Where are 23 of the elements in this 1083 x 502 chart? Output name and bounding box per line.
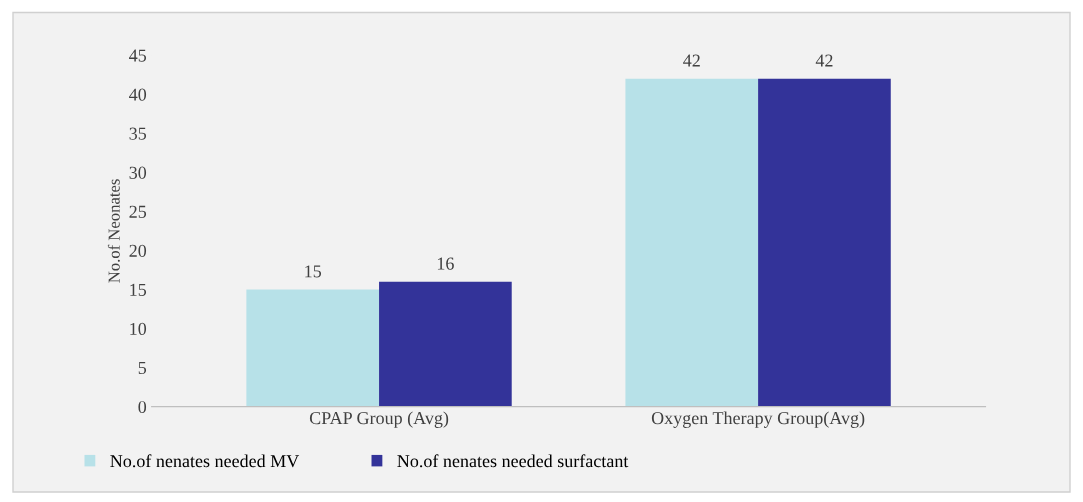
y-tick-label: 5 (138, 362, 147, 375)
bar (758, 78, 891, 407)
y-axis-title: No.of Neonates (107, 179, 120, 283)
y-tick-label: 40 (129, 88, 147, 101)
y-tick-label: 30 (129, 166, 147, 179)
bar (625, 78, 759, 407)
y-tick-label: 0 (138, 400, 147, 414)
data-label: 15 (305, 265, 322, 278)
x-tick-label: Oxygen Therapy Group(Avg) (651, 411, 865, 428)
y-tick-label: 45 (129, 49, 147, 62)
y-tick-label: 35 (129, 127, 147, 140)
data-label: 42 (815, 54, 833, 67)
data-label: 42 (683, 54, 700, 67)
y-tick-label: 10 (130, 322, 147, 335)
y-tick-label: 20 (129, 244, 147, 257)
y-tick-label: 15 (130, 283, 147, 296)
y-tick-label: 25 (129, 205, 147, 218)
legend-label: No.of nenates needed surfactant (397, 454, 629, 468)
legend-label: No.of nenates needed MV (110, 454, 300, 468)
data-label: 16 (437, 257, 454, 270)
bar (246, 289, 380, 407)
bar (379, 281, 512, 407)
x-tick-label: CPAP Group (Avg) (309, 411, 449, 428)
